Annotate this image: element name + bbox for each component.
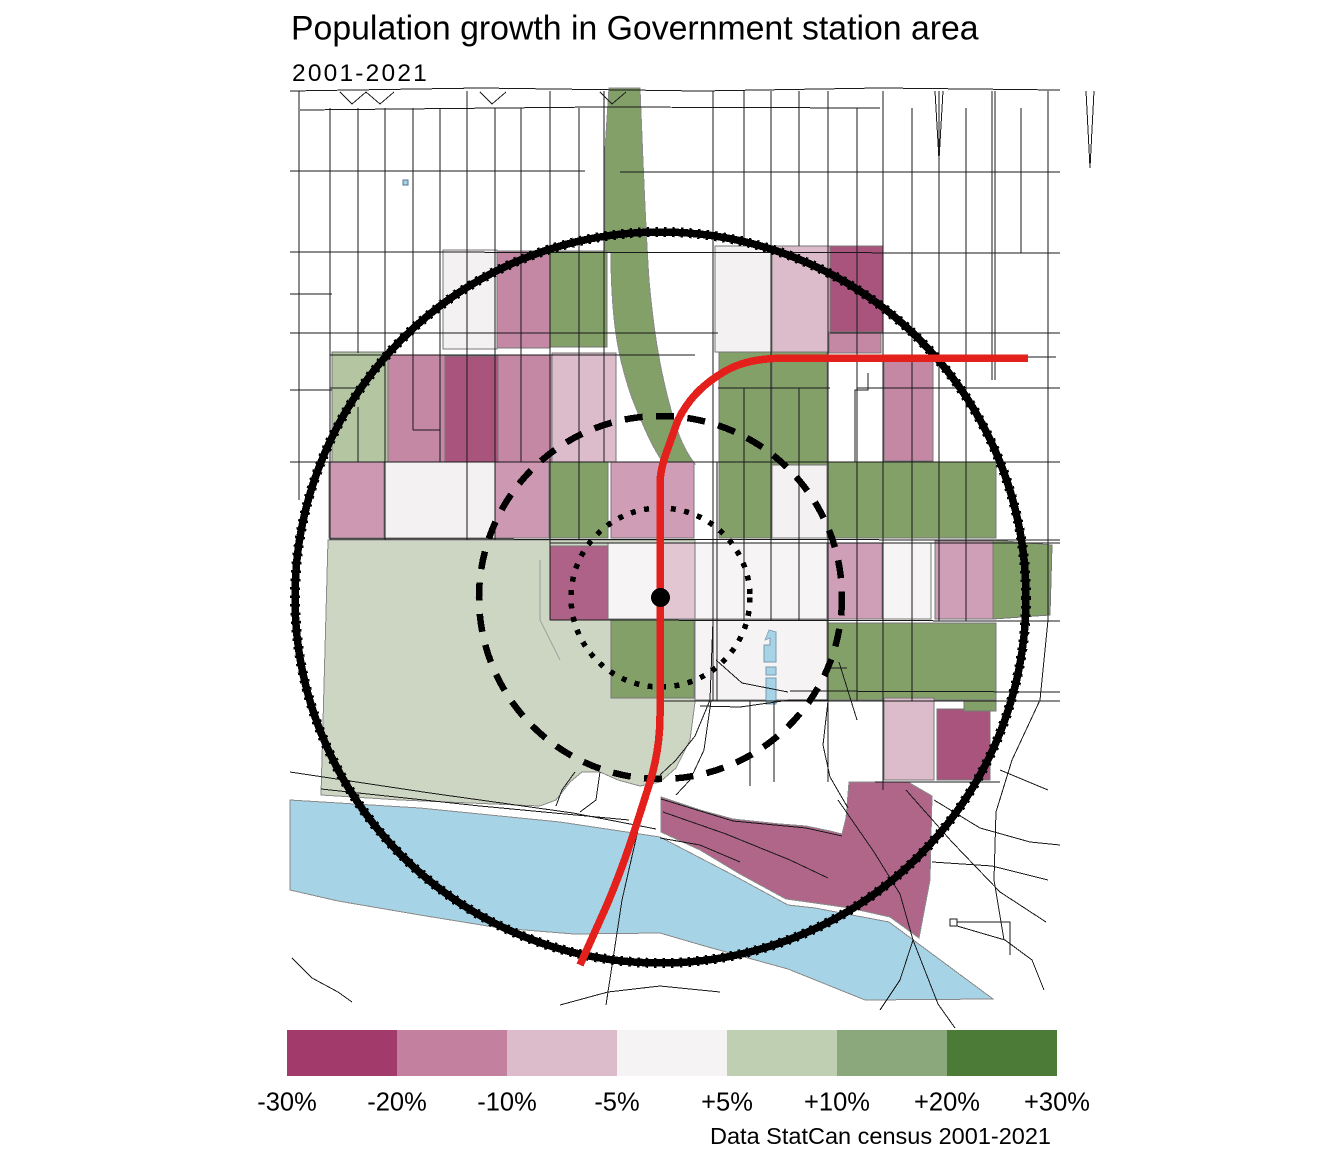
svg-text:+5%: +5%	[701, 1089, 753, 1117]
svg-text:+10%: +10%	[804, 1089, 870, 1117]
svg-text:2001-2021: 2001-2021	[292, 60, 429, 87]
svg-text:-5%: -5%	[594, 1089, 639, 1117]
svg-text:-30%: -30%	[257, 1089, 317, 1117]
svg-text:+30%: +30%	[1024, 1089, 1090, 1117]
svg-text:Data StatCan census 2001-2021: Data StatCan census 2001-2021	[710, 1123, 1051, 1149]
svg-text:Population growth in Governmen: Population growth in Government station …	[291, 10, 979, 48]
svg-text:-20%: -20%	[367, 1089, 427, 1117]
svg-text:-10%: -10%	[477, 1089, 537, 1117]
svg-text:+20%: +20%	[914, 1089, 980, 1117]
